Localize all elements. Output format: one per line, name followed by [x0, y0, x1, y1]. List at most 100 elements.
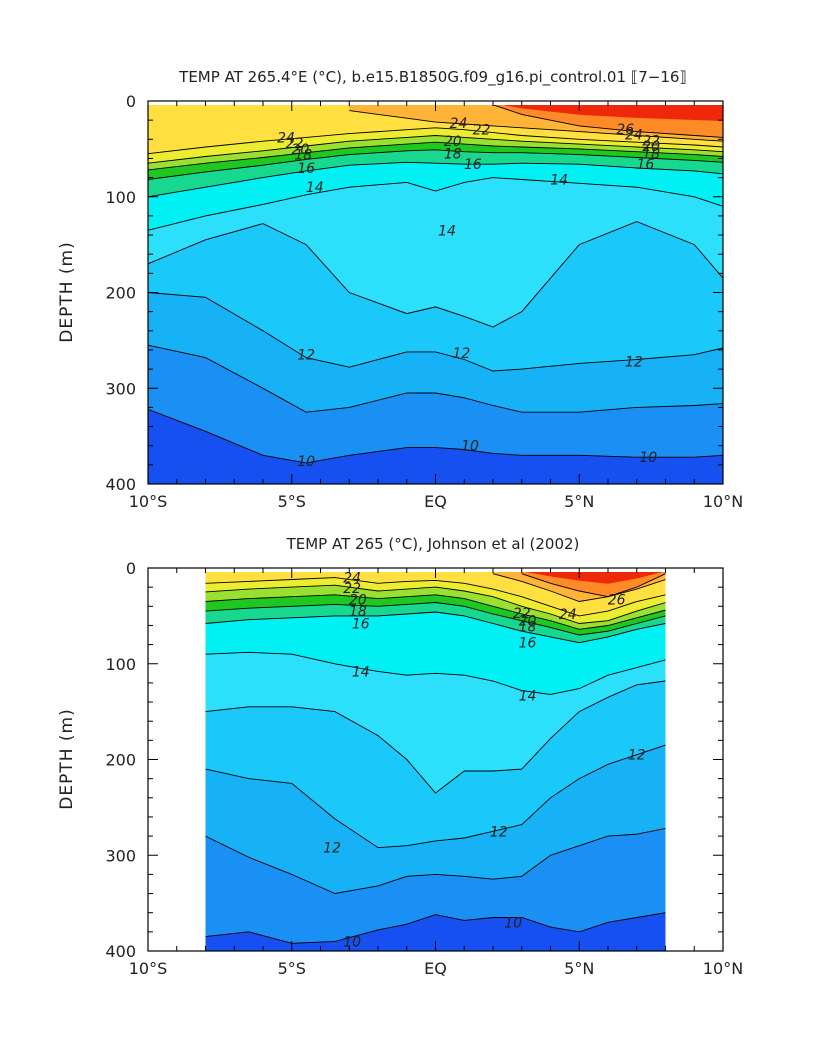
- isotherm-22: [205, 584, 666, 624]
- isotherm-11: [205, 827, 666, 894]
- x-tick-label: 5°S: [278, 492, 306, 511]
- y-tick-label: 100: [105, 188, 136, 207]
- contour-label: 22: [343, 581, 361, 597]
- contour-label: 24: [559, 607, 577, 623]
- isotherm-18: [148, 149, 723, 180]
- contour-label: 12: [625, 354, 643, 370]
- temp-band-above-27: [526, 572, 663, 584]
- y-tick-label: 0: [126, 92, 136, 111]
- contour-label: 14: [352, 664, 370, 680]
- contour-label: 26: [608, 593, 626, 609]
- panel-top-title: TEMP AT 265.4°E (°C), b.e15.B1850G.f09_g…: [178, 68, 687, 87]
- temp-band-above-27: [503, 105, 723, 121]
- panel-top-model: TEMP AT 265.4°E (°C), b.e15.B1850G.f09_g…: [57, 68, 743, 511]
- y-tick-label: 200: [105, 284, 136, 303]
- contour-label: 10: [639, 450, 657, 466]
- isotherm-20: [148, 141, 723, 171]
- x-tick-label: 10°S: [129, 492, 168, 511]
- isotherm-26: [521, 573, 666, 598]
- temperature-field: [148, 105, 723, 484]
- contour-label: 12: [323, 841, 341, 857]
- contour-label: 20: [519, 614, 537, 630]
- panel-bottom-ylabel: DEPTH (m): [57, 708, 77, 809]
- contour-label: 24: [450, 116, 468, 132]
- y-tick-label: 200: [105, 751, 136, 770]
- contour-label: 24: [277, 130, 295, 146]
- isotherm-11: [148, 344, 723, 413]
- contour-label: 12: [452, 346, 470, 362]
- panel-top-ylabel: DEPTH (m): [57, 241, 77, 342]
- x-tick-label: EQ: [424, 959, 447, 978]
- contour-label: 18: [444, 147, 462, 163]
- isotherm-14: [148, 177, 723, 231]
- contour-label: 20: [642, 139, 660, 155]
- y-tick-label: 400: [105, 475, 136, 494]
- contour-label: 22: [473, 123, 491, 139]
- y-tick-label: 300: [105, 379, 136, 398]
- panel-bottom-plot: 24222018161414222018162426121212101010°S…: [105, 559, 743, 978]
- isotherm-13: [205, 680, 666, 794]
- y-tick-label: 300: [105, 846, 136, 865]
- isotherm-12: [148, 292, 723, 372]
- contour-label: 20: [349, 593, 367, 609]
- contour-label: 14: [306, 180, 324, 196]
- isotherm-26: [492, 105, 723, 138]
- isotherm-24: [205, 577, 666, 617]
- isotherm-16: [148, 161, 723, 198]
- contour-label: 16: [352, 617, 370, 633]
- isotherm-25: [492, 573, 666, 602]
- isotherm-18: [205, 602, 666, 636]
- isotherm-25: [349, 110, 723, 142]
- isotherm-24: [148, 127, 723, 155]
- contour-label: 16: [297, 161, 315, 177]
- contour-label: 14: [519, 688, 537, 704]
- contour-label: 18: [642, 147, 660, 163]
- contour-label: 10: [461, 439, 479, 455]
- x-tick-label: 5°S: [278, 959, 306, 978]
- panel-bottom-title: TEMP AT 265 (°C), Johnson et al (2002): [286, 535, 580, 553]
- contour-label: 16: [464, 157, 482, 173]
- isotherm-13: [148, 221, 723, 328]
- contour-label: 20: [291, 142, 309, 158]
- isotherm-20: [205, 594, 666, 630]
- contour-label: 20: [444, 134, 462, 150]
- isotherm-10: [205, 912, 666, 944]
- contour-label: 10: [297, 454, 315, 470]
- contour-label: 18: [349, 604, 367, 620]
- contour-label: 16: [519, 636, 537, 652]
- contour-label: 18: [294, 148, 312, 164]
- x-tick-label: 10°N: [703, 492, 743, 511]
- isotherm-12: [205, 744, 666, 849]
- isotherm-14: [205, 651, 666, 695]
- contour-label: 14: [550, 173, 568, 189]
- panel-bottom-observations: TEMP AT 265 (°C), Johnson et al (2002) D…: [57, 535, 743, 978]
- contour-label: 18: [519, 619, 537, 635]
- x-tick-label: 10°S: [129, 959, 168, 978]
- contour-label: 26: [616, 122, 634, 138]
- contour-label: 12: [628, 748, 646, 764]
- y-tick-label: 100: [105, 655, 136, 674]
- contour-label: 24: [625, 128, 643, 144]
- x-tick-label: 5°N: [564, 492, 594, 511]
- contour-label: 10: [343, 934, 361, 950]
- contour-label: 16: [636, 157, 654, 173]
- contour-label: 22: [642, 133, 660, 149]
- temperature-field: [205, 572, 666, 951]
- x-tick-label: 10°N: [703, 959, 743, 978]
- contour-label: 14: [438, 223, 456, 239]
- contour-label: 22: [513, 606, 531, 622]
- y-tick-label: 400: [105, 942, 136, 961]
- y-tick-label: 0: [126, 559, 136, 578]
- contour-label: 12: [297, 348, 315, 364]
- isotherm-10: [148, 408, 723, 464]
- contour-label: 12: [490, 824, 508, 840]
- isotherm-16: [205, 611, 666, 644]
- contour-label: 10: [504, 915, 522, 931]
- contour-label: 24: [343, 571, 361, 587]
- contour-label: 22: [286, 136, 304, 152]
- x-tick-label: EQ: [424, 492, 447, 511]
- isotherm-22: [148, 135, 723, 164]
- x-tick-label: 5°N: [564, 959, 594, 978]
